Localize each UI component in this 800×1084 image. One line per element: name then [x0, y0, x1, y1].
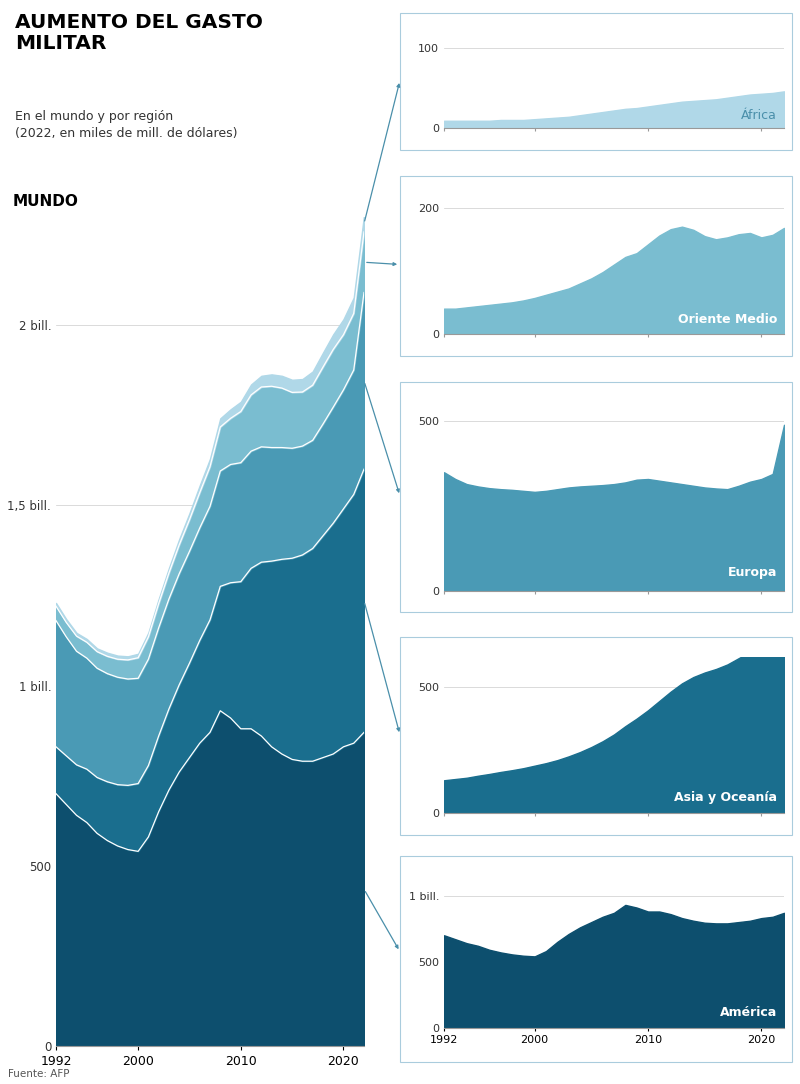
- Text: AUMENTO DEL GASTO
MILITAR: AUMENTO DEL GASTO MILITAR: [15, 13, 263, 53]
- Text: MUNDO: MUNDO: [13, 194, 78, 208]
- Text: América: América: [720, 1006, 778, 1019]
- Text: Oriente Medio: Oriente Medio: [678, 312, 778, 325]
- Text: En el mundo y por región
(2022, en miles de mill. de dólares): En el mundo y por región (2022, en miles…: [15, 109, 238, 140]
- Text: África: África: [742, 109, 778, 122]
- Text: Fuente: AFP: Fuente: AFP: [8, 1069, 70, 1079]
- Text: Europa: Europa: [728, 567, 778, 579]
- Text: Asia y Oceanía: Asia y Oceanía: [674, 790, 778, 803]
